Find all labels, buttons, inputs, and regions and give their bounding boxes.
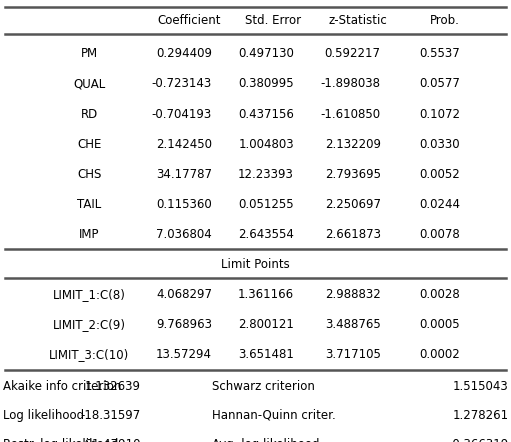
Text: 1.132639: 1.132639 xyxy=(84,380,141,393)
Text: 3.717105: 3.717105 xyxy=(325,348,381,362)
Text: 0.0028: 0.0028 xyxy=(419,288,460,301)
Text: 0.051255: 0.051255 xyxy=(238,198,294,211)
Text: 12.23393: 12.23393 xyxy=(238,168,294,181)
Text: TAIL: TAIL xyxy=(77,198,102,211)
Text: 0.380995: 0.380995 xyxy=(238,77,294,91)
Text: -61.47910: -61.47910 xyxy=(80,438,141,442)
Text: CHS: CHS xyxy=(77,168,102,181)
Text: 4.068297: 4.068297 xyxy=(156,288,212,301)
Text: 2.661873: 2.661873 xyxy=(324,228,381,241)
Text: Restr. log likelihood: Restr. log likelihood xyxy=(3,438,118,442)
Text: QUAL: QUAL xyxy=(73,77,106,91)
Text: Avg. log likelihood: Avg. log likelihood xyxy=(212,438,319,442)
Text: 2.142450: 2.142450 xyxy=(156,137,212,151)
Text: -1.898038: -1.898038 xyxy=(321,77,381,91)
Text: 2.132209: 2.132209 xyxy=(324,137,381,151)
Text: Hannan-Quinn criter.: Hannan-Quinn criter. xyxy=(212,409,336,422)
Text: Schwarz criterion: Schwarz criterion xyxy=(212,380,315,393)
Text: LIMIT_3:C(10): LIMIT_3:C(10) xyxy=(49,348,130,362)
Text: 1.004803: 1.004803 xyxy=(238,137,294,151)
Text: 0.115360: 0.115360 xyxy=(156,198,212,211)
Text: 34.17787: 34.17787 xyxy=(156,168,212,181)
Text: CHE: CHE xyxy=(77,137,102,151)
Text: 3.651481: 3.651481 xyxy=(238,348,294,362)
Text: 1.361166: 1.361166 xyxy=(238,288,294,301)
Text: IMP: IMP xyxy=(79,228,100,241)
Text: Std. Error: Std. Error xyxy=(245,14,301,27)
Text: Coefficient: Coefficient xyxy=(157,14,221,27)
Text: -0.366319: -0.366319 xyxy=(448,438,508,442)
Text: 0.0002: 0.0002 xyxy=(419,348,460,362)
Text: 2.800121: 2.800121 xyxy=(238,318,294,332)
Text: RD: RD xyxy=(81,107,98,121)
Text: PM: PM xyxy=(81,47,98,61)
Text: 3.488765: 3.488765 xyxy=(325,318,381,332)
Text: 13.57294: 13.57294 xyxy=(156,348,212,362)
Text: 0.5537: 0.5537 xyxy=(419,47,460,61)
Text: z-Statistic: z-Statistic xyxy=(329,14,387,27)
Text: 2.793695: 2.793695 xyxy=(324,168,381,181)
Text: 2.250697: 2.250697 xyxy=(324,198,381,211)
Text: 2.988832: 2.988832 xyxy=(325,288,381,301)
Text: -0.723143: -0.723143 xyxy=(152,77,212,91)
Text: 1.278261: 1.278261 xyxy=(452,409,508,422)
Text: 0.0078: 0.0078 xyxy=(419,228,460,241)
Text: LIMIT_1:C(8): LIMIT_1:C(8) xyxy=(53,288,126,301)
Text: 0.0052: 0.0052 xyxy=(419,168,460,181)
Text: 0.0330: 0.0330 xyxy=(419,137,460,151)
Text: -1.610850: -1.610850 xyxy=(320,107,381,121)
Text: 0.294409: 0.294409 xyxy=(156,47,212,61)
Text: 2.643554: 2.643554 xyxy=(238,228,294,241)
Text: 0.497130: 0.497130 xyxy=(238,47,294,61)
Text: 0.437156: 0.437156 xyxy=(238,107,294,121)
Text: 7.036804: 7.036804 xyxy=(156,228,212,241)
Text: Limit Points: Limit Points xyxy=(221,258,290,271)
Text: -0.704193: -0.704193 xyxy=(152,107,212,121)
Text: LIMIT_2:C(9): LIMIT_2:C(9) xyxy=(53,318,126,332)
Text: 0.0005: 0.0005 xyxy=(419,318,460,332)
Text: 9.768963: 9.768963 xyxy=(156,318,212,332)
Text: 0.0577: 0.0577 xyxy=(419,77,460,91)
Text: Log likelihood: Log likelihood xyxy=(3,409,84,422)
Text: Akaike info criterion: Akaike info criterion xyxy=(3,380,121,393)
Text: 0.0244: 0.0244 xyxy=(419,198,460,211)
Text: 1.515043: 1.515043 xyxy=(453,380,508,393)
Text: -18.31597: -18.31597 xyxy=(80,409,141,422)
Text: 0.1072: 0.1072 xyxy=(419,107,460,121)
Text: 0.592217: 0.592217 xyxy=(324,47,381,61)
Text: Prob.: Prob. xyxy=(430,14,459,27)
